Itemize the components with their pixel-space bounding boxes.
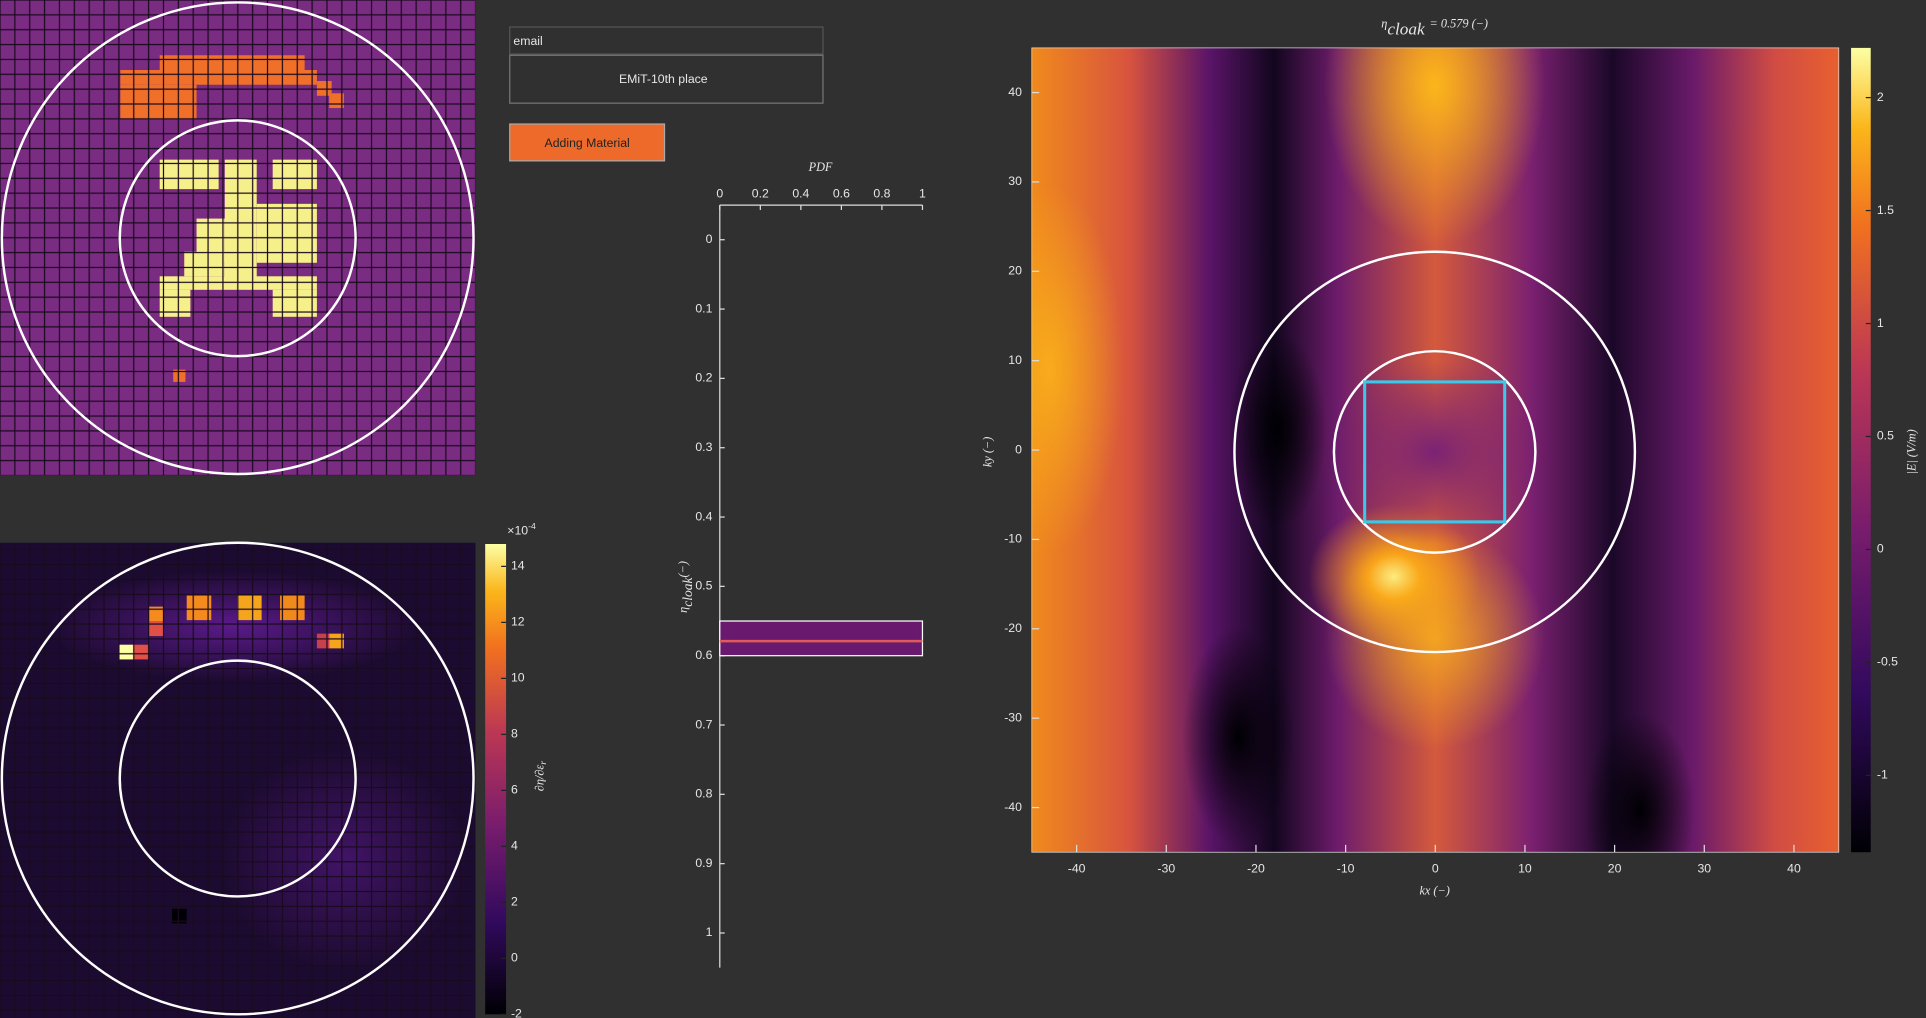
pdf-ylabel: ηcloak(−) [676, 561, 695, 613]
colorbar-tick-label: 14 [511, 559, 525, 573]
y-tick-label: 0.3 [695, 440, 712, 454]
y-tick-label: 20 [1008, 264, 1022, 278]
field-map [1031, 47, 1839, 853]
colorbar-exponent: ×10-4 [507, 521, 536, 538]
colorbar-tick-label: 12 [511, 615, 525, 629]
colorbar-tick-label: 1 [1877, 316, 1884, 330]
y-tick-label: 40 [1008, 85, 1022, 99]
colorbar-tick-label: 0 [511, 951, 518, 965]
colorbar-tick-label: 6 [511, 783, 518, 797]
y-tick-label: -20 [1004, 621, 1022, 635]
field-title: ηcloak = 0.579 (−) [1381, 16, 1488, 38]
y-tick-label: 0.4 [695, 509, 712, 523]
x-tick-label: 30 [1697, 862, 1711, 876]
y-tick-label: -30 [1004, 710, 1022, 724]
y-tick-label: 0.7 [695, 717, 712, 731]
team-name: EMiT-10th place [619, 72, 708, 86]
x-axis-label: kx (−) [1419, 883, 1449, 897]
pdf-bar [719, 620, 924, 657]
y-tick-label: 10 [1008, 353, 1022, 367]
y-tick-label: 0.5 [695, 579, 712, 593]
x-tick-label: 0 [1432, 862, 1439, 876]
y-tick-label: 0.9 [695, 856, 712, 870]
x-tick-label: 0.6 [833, 186, 850, 200]
y-tick-label: 0.8 [695, 787, 712, 801]
y-tick-label: 0.1 [695, 301, 712, 315]
x-tick-label: -10 [1337, 862, 1355, 876]
colorbar-tick-label: 0 [1877, 542, 1884, 556]
colorbar-tick-label: 2 [511, 895, 518, 909]
y-tick-label: 1 [706, 925, 713, 939]
x-tick-label: 0.2 [752, 186, 769, 200]
y-axis-label: ky (−) [981, 437, 995, 467]
y-tick-label: 0 [1015, 442, 1022, 456]
y-tick-label: -10 [1004, 532, 1022, 546]
x-tick-label: 20 [1608, 862, 1622, 876]
colorbar-tick-label: 10 [511, 671, 525, 685]
y-tick-label: 0.6 [695, 648, 712, 662]
x-tick-label: 40 [1787, 862, 1801, 876]
colorbar-label: ∂η/∂εr [532, 761, 549, 791]
x-tick-label: 0.8 [873, 186, 890, 200]
colorbar-label: |E| (V/m) [1904, 429, 1918, 474]
button-label: Adding Material [545, 136, 630, 150]
x-tick-label: 10 [1518, 862, 1532, 876]
x-tick-label: 0.4 [792, 186, 809, 200]
adding-material-button[interactable] [509, 123, 666, 162]
colorbar-tick-label: -1 [1877, 768, 1888, 782]
colorbar-tick-label: 0.5 [1877, 429, 1894, 443]
x-tick-label: -20 [1247, 862, 1265, 876]
pdf-title: PDF [808, 160, 833, 174]
material-map [0, 0, 476, 476]
x-tick-label: 0 [716, 186, 723, 200]
colorbar-tick-label: 8 [511, 727, 518, 741]
colorbar-tick-label: -0.5 [1877, 655, 1898, 669]
x-tick-label: 1 [919, 186, 926, 200]
colorbar-tick-label: 2 [1877, 90, 1884, 104]
y-tick-label: 30 [1008, 174, 1022, 188]
colorbar-tick-label: 4 [511, 839, 518, 853]
email-field[interactable] [509, 26, 824, 55]
y-tick-label: 0.2 [695, 371, 712, 385]
gradient-colorbar [485, 543, 507, 1015]
pdf-chart: PDF ηcloak(−) [676, 160, 833, 613]
email-label: email [513, 34, 542, 48]
x-tick-label: -30 [1157, 862, 1175, 876]
y-tick-label: -40 [1004, 800, 1022, 814]
colorbar-tick-label: 1.5 [1877, 203, 1894, 217]
x-tick-label: -40 [1068, 862, 1086, 876]
field-colorbar [1851, 47, 1871, 853]
colorbar-tick-label: -2 [511, 1007, 522, 1018]
y-tick-label: 0 [706, 232, 713, 246]
team-field[interactable] [509, 54, 824, 104]
gradient-map: ×10-4 ∂η/∂εr [0, 521, 549, 1018]
